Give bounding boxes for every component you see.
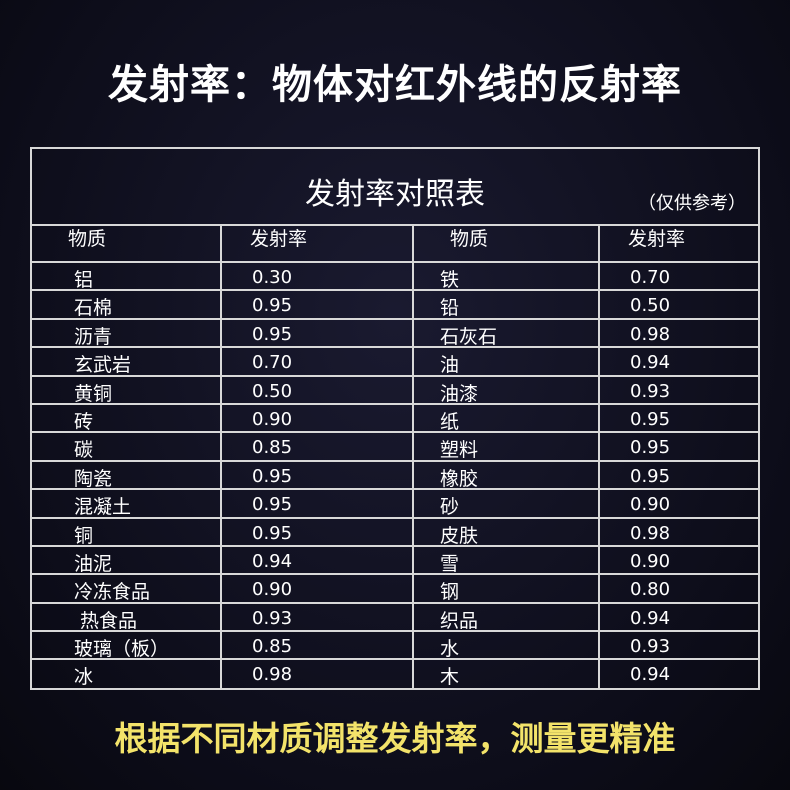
- cell-emissivity: 0.90: [222, 575, 414, 602]
- table-row: 油泥 0.94 雪 0.90: [32, 546, 758, 576]
- cell-emissivity: 0.90: [630, 494, 671, 516]
- table-caption: 发射率对照表: [305, 177, 485, 212]
- cell-material: 石棉: [32, 291, 222, 318]
- cell-material: 铜: [32, 518, 222, 545]
- table-row: 混凝土 0.95 砂 0.90: [32, 490, 758, 519]
- cell-emissivity: 0.94: [630, 607, 671, 629]
- cell-material: 雪: [414, 546, 600, 574]
- table-row: 玻璃（板） 0.85 水 0.93: [32, 632, 758, 661]
- cell-emissivity: 0.93: [630, 380, 671, 402]
- cell-material: 橡胶: [414, 461, 600, 489]
- cell-material: 钢: [414, 575, 600, 602]
- cell-material: 铅: [414, 291, 600, 318]
- cell-emissivity: 0.94: [630, 664, 671, 686]
- table-row: 冷冻食品 0.90 钢 0.80: [32, 575, 758, 604]
- footer-slogan: 根据不同材质调整发射率，测量更精准: [114, 719, 676, 758]
- cell-emissivity: 0.80: [630, 579, 671, 601]
- table-row: 铝 0.30 铁 0.70: [32, 263, 758, 292]
- cell-emissivity: 0.90: [222, 404, 414, 432]
- cell-material: 塑料: [414, 433, 600, 460]
- cell-material: 砂: [414, 490, 600, 517]
- table-row: 黄铜 0.50 油漆 0.93: [32, 376, 758, 405]
- cell-emissivity: 0.93: [630, 636, 671, 658]
- table-grid: 物质 发射率 物质 发射率 铝 0.30 铁 0.70 石棉 0.95 铅 0.50 沥青 0.9…: [32, 224, 758, 689]
- table-row: 砖 0.90 纸 0.95: [32, 404, 758, 434]
- table-row: 铜 0.95 皮肤 0.98: [32, 518, 758, 547]
- cell-material: 玄武岩: [32, 348, 222, 375]
- cell-material: 木: [414, 660, 600, 689]
- cell-material: 沥青: [32, 319, 222, 347]
- cell-material: 黄铜: [32, 376, 222, 403]
- cell-material: 油: [414, 348, 600, 375]
- table-row: 沥青 0.95 石灰石 0.98: [32, 319, 758, 349]
- cell-emissivity: 0.85: [222, 433, 414, 460]
- cell-emissivity: 0.30: [222, 263, 414, 290]
- table-row: 碳 0.85 塑料 0.95: [32, 433, 758, 462]
- cell-material: 油漆: [414, 376, 600, 403]
- cell-material: 铝: [32, 263, 222, 290]
- cell-emissivity: 0.50: [222, 376, 414, 403]
- cell-material: 热食品: [32, 603, 222, 631]
- cell-emissivity: 0.98: [222, 660, 414, 689]
- cell-material: 皮肤: [414, 518, 600, 545]
- table-header-row: 物质 发射率 物质 发射率: [32, 224, 758, 263]
- table-row: 石棉 0.95 铅 0.50: [32, 291, 758, 320]
- cell-emissivity: 0.98: [630, 522, 671, 544]
- cell-material: 石灰石: [414, 319, 600, 347]
- cell-emissivity: 0.95: [630, 465, 671, 487]
- header-material: 物质: [32, 224, 222, 261]
- cell-emissivity: 0.94: [630, 352, 671, 374]
- cell-emissivity: 0.95: [222, 319, 414, 347]
- cell-emissivity: 0.95: [222, 291, 414, 318]
- cell-material: 碳: [32, 433, 222, 460]
- cell-material: 水: [414, 632, 600, 659]
- cell-emissivity: 0.85: [222, 632, 414, 659]
- table-row: 热食品 0.93 织品 0.94: [32, 603, 758, 633]
- cell-material: 玻璃（板）: [32, 632, 222, 659]
- reference-note: （仅供参考）: [638, 193, 746, 214]
- cell-emissivity: 0.95: [630, 437, 671, 459]
- emissivity-table: 发射率对照表 （仅供参考） 物质 发射率 物质 发射率 铝 0.30 铁 0.70 石棉…: [30, 147, 760, 690]
- cell-emissivity: 0.50: [630, 295, 671, 317]
- cell-material: 混凝土: [32, 490, 222, 517]
- cell-emissivity: 0.95: [222, 490, 414, 517]
- cell-emissivity: 0.70: [222, 348, 414, 375]
- table-row: 冰 0.98 木 0.94: [32, 660, 758, 689]
- cell-emissivity: 0.94: [222, 546, 414, 574]
- cell-material: 铁: [414, 263, 600, 290]
- cell-material: 油泥: [32, 546, 222, 574]
- page-title: 发射率：物体对红外线的反射率: [108, 62, 682, 108]
- cell-emissivity: 0.98: [630, 323, 671, 345]
- cell-emissivity: 0.95: [222, 461, 414, 489]
- cell-emissivity: 0.90: [630, 550, 671, 572]
- header-emissivity: 发射率: [628, 228, 686, 250]
- cell-material: 冰: [32, 660, 222, 689]
- cell-emissivity: 0.95: [222, 518, 414, 545]
- cell-emissivity: 0.70: [630, 267, 671, 288]
- table-row: 陶瓷 0.95 橡胶 0.95: [32, 461, 758, 491]
- cell-material: 织品: [414, 603, 600, 631]
- cell-material: 陶瓷: [32, 461, 222, 489]
- cell-emissivity: 0.93: [222, 603, 414, 631]
- cell-material: 冷冻食品: [32, 575, 222, 602]
- cell-material: 纸: [414, 404, 600, 432]
- cell-material: 砖: [32, 404, 222, 432]
- cell-emissivity: 0.95: [630, 408, 671, 430]
- table-row: 玄武岩 0.70 油 0.94: [32, 348, 758, 377]
- table-caption-row: 发射率对照表 （仅供参考）: [32, 149, 758, 226]
- header-emissivity: 发射率: [222, 224, 414, 261]
- header-material: 物质: [414, 224, 600, 261]
